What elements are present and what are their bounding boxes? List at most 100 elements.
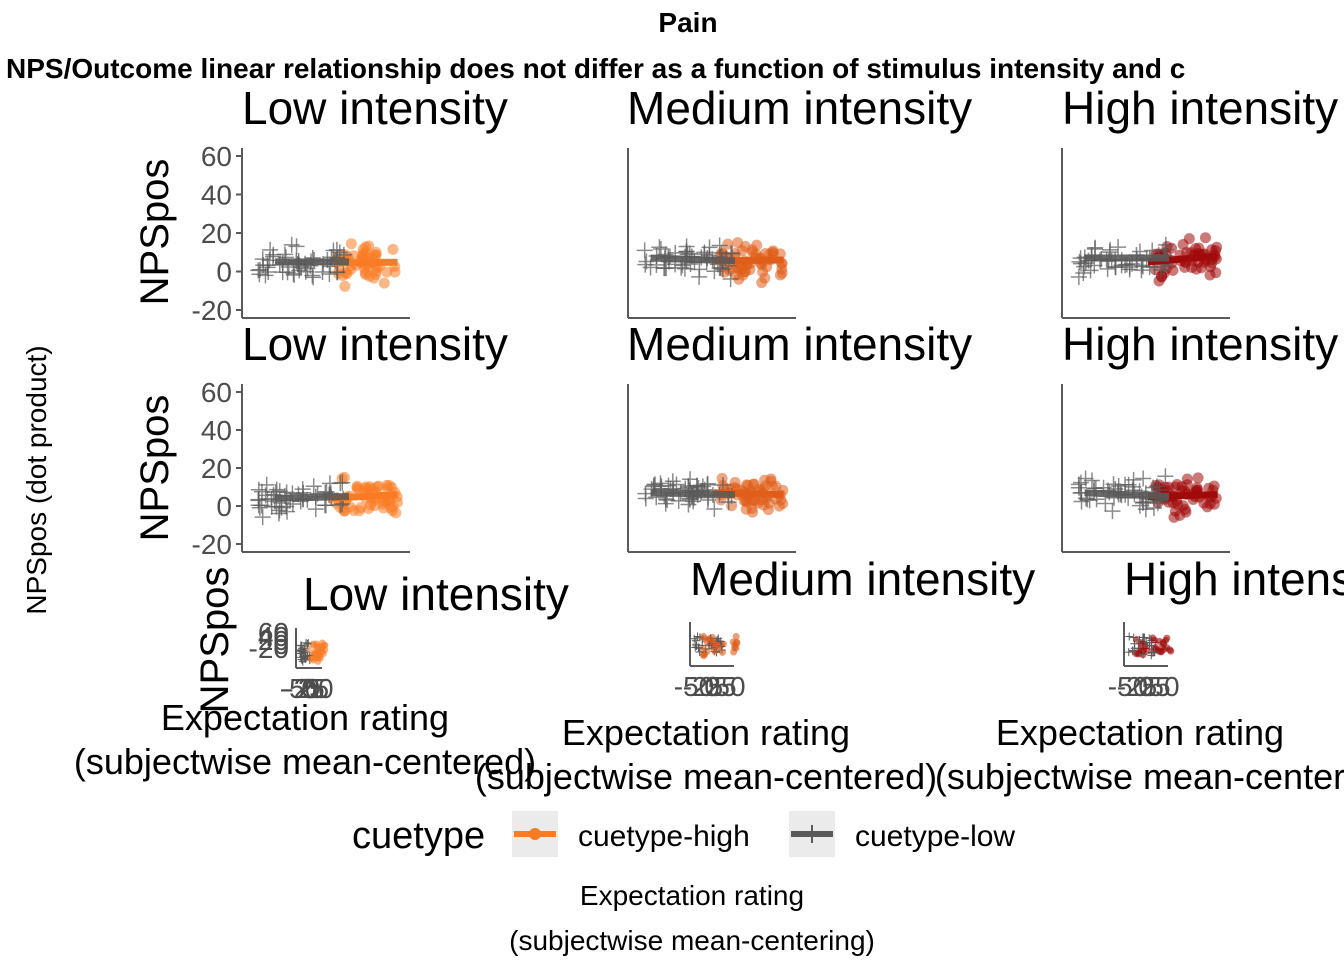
- x-label-high-line1: Expectation rating: [996, 712, 1284, 753]
- point-cuetype-high: [1151, 636, 1159, 644]
- panel-r2-high: [1061, 384, 1230, 553]
- outer-x-label-line2: (subjectwise mean-centering): [509, 925, 875, 956]
- point-cuetype-low: [325, 242, 342, 259]
- point-cuetype-high: [710, 639, 718, 647]
- point-cuetype-low: [298, 657, 307, 666]
- point-cuetype-low: [657, 495, 674, 512]
- point-cuetype-low: [265, 246, 282, 263]
- x-tick-label: -25: [284, 673, 324, 704]
- point-cuetype-low: [699, 475, 716, 492]
- x-tick-label: 25: [298, 673, 329, 704]
- point-cuetype-high: [700, 652, 708, 660]
- x-tick-label: 25: [705, 671, 736, 702]
- point-cuetype-high: [699, 645, 707, 653]
- point-cuetype-high: [1190, 243, 1202, 255]
- point-cuetype-low: [678, 238, 695, 255]
- point-cuetype-low: [1135, 635, 1144, 644]
- point-cuetype-low: [288, 238, 305, 255]
- point-cuetype-low: [307, 501, 324, 518]
- panel-r1-medium: [627, 148, 796, 319]
- point-cuetype-low: [1139, 650, 1148, 659]
- point-cuetype-low: [251, 499, 268, 516]
- point-cuetype-low: [257, 267, 274, 284]
- point-cuetype-low: [636, 242, 653, 259]
- x-tick-label: 50: [302, 673, 333, 704]
- point-cuetype-low: [1125, 632, 1134, 641]
- point-cuetype-high: [1199, 232, 1211, 244]
- x-tick-label: -50: [674, 671, 714, 702]
- point-cuetype-low: [265, 486, 282, 503]
- row3-y-label: NPSpos: [193, 567, 237, 714]
- point-cuetype-low: [305, 478, 322, 495]
- y-tick-label: 0: [273, 629, 289, 660]
- point-cuetype-low: [304, 267, 321, 284]
- point-cuetype-high: [746, 502, 758, 514]
- point-cuetype-low: [652, 241, 669, 258]
- x-tick-label: 50: [714, 671, 745, 702]
- x-tick-label: -50: [280, 673, 320, 704]
- point-cuetype-high: [353, 505, 365, 517]
- fit-line-cuetype-low: [1084, 489, 1170, 500]
- point-cuetype-low: [1075, 264, 1092, 281]
- point-cuetype-low: [695, 648, 704, 657]
- point-cuetype-low: [1099, 260, 1116, 277]
- y-tick-label: -20: [192, 529, 232, 560]
- point-cuetype-high: [716, 472, 728, 484]
- point-cuetype-low: [692, 640, 701, 649]
- x-tick-label: -25: [1117, 671, 1157, 702]
- x-tick-label: 25: [1139, 671, 1170, 702]
- point-cuetype-high: [370, 265, 382, 277]
- panel-title-r2-low: Low intensity: [242, 318, 508, 370]
- point-cuetype-low: [334, 474, 351, 491]
- x-tick-label: 0: [704, 671, 720, 702]
- point-cuetype-low: [1124, 648, 1133, 657]
- point-cuetype-low: [1097, 495, 1114, 512]
- y-tick-label: 0: [216, 491, 232, 522]
- panel-title-r1-high: High intensity: [1062, 82, 1338, 134]
- point-cuetype-low: [1082, 262, 1099, 279]
- legend-label-low: cuetype-low: [855, 820, 1015, 853]
- x-label-medium-line2: (subjectwise mean-centered): [475, 756, 937, 797]
- point-cuetype-low: [716, 637, 725, 646]
- y-tick-label: 60: [201, 377, 232, 408]
- point-cuetype-high: [348, 250, 360, 262]
- point-cuetype-high: [311, 650, 319, 658]
- point-cuetype-high: [1152, 645, 1160, 653]
- point-cuetype-low: [273, 499, 290, 516]
- legend-title: cuetype: [352, 815, 485, 857]
- point-cuetype-high: [377, 502, 389, 514]
- panel-r2-medium: [627, 384, 796, 553]
- point-cuetype-high: [321, 641, 329, 649]
- panel-title-r2-medium: Medium intensity: [627, 318, 972, 370]
- point-cuetype-low: [299, 646, 308, 655]
- point-cuetype-high: [760, 480, 772, 492]
- point-cuetype-high: [1163, 634, 1171, 642]
- point-cuetype-high: [747, 246, 759, 258]
- point-cuetype-high: [383, 480, 395, 492]
- y-tick-label: 20: [201, 453, 232, 484]
- fit-line-cuetype-low: [275, 493, 350, 502]
- point-cuetype-low: [1150, 648, 1159, 657]
- point-cuetype-low: [637, 490, 654, 507]
- panel-title-r1-low: Low intensity: [242, 82, 508, 134]
- panel-title-r3-medium: Medium intensity: [690, 553, 1035, 605]
- point-cuetype-high: [364, 499, 376, 511]
- row1-y-label: NPSpos: [133, 159, 177, 306]
- legend: cuetype cuetype-high cuetype-low: [352, 811, 1015, 857]
- x-tick-label: 50: [1148, 671, 1179, 702]
- point-cuetype-high: [1211, 241, 1223, 253]
- legend-key-low-point: [803, 825, 821, 843]
- figure-subtitle: NPS/Outcome linear relationship does not…: [6, 53, 1185, 84]
- y-tick-label: 40: [258, 621, 289, 652]
- point-cuetype-low: [1125, 471, 1142, 488]
- point-cuetype-low: [305, 269, 322, 286]
- y-tick-label: 60: [201, 141, 232, 172]
- x-tick-label: -50: [1108, 671, 1148, 702]
- point-cuetype-low: [1086, 240, 1103, 257]
- y-tick-label: 60: [258, 617, 289, 648]
- point-cuetype-low: [706, 500, 723, 517]
- point-cuetype-high: [381, 266, 393, 278]
- point-cuetype-low: [271, 502, 288, 519]
- point-cuetype-low: [303, 640, 312, 649]
